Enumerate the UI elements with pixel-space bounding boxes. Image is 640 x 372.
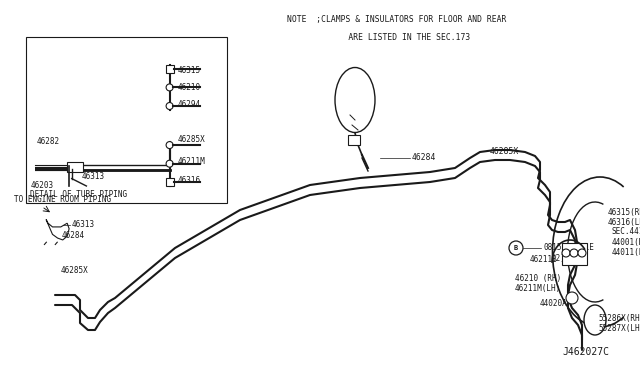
Text: 46313: 46313 [81, 172, 104, 181]
Text: TO ENGINE ROOM PIPING: TO ENGINE ROOM PIPING [14, 195, 111, 203]
Text: 46315: 46315 [178, 66, 201, 75]
Ellipse shape [335, 67, 375, 132]
Circle shape [166, 160, 173, 167]
Text: 46211B: 46211B [530, 256, 557, 264]
Text: 55286X(RH): 55286X(RH) [598, 314, 640, 323]
Bar [166, 65, 173, 73]
Text: 46315(RH): 46315(RH) [608, 208, 640, 218]
Text: SEC.441: SEC.441 [612, 228, 640, 237]
Text: 44011(LH): 44011(LH) [612, 247, 640, 257]
Text: ARE LISTED IN THE SEC.173: ARE LISTED IN THE SEC.173 [324, 33, 470, 42]
Circle shape [166, 103, 173, 109]
Text: 46211M: 46211M [178, 157, 205, 166]
Text: 46316: 46316 [178, 176, 201, 185]
Circle shape [570, 249, 578, 257]
Text: 46285X: 46285X [490, 148, 519, 157]
Text: 46294: 46294 [178, 100, 201, 109]
Text: (2): (2) [551, 253, 565, 263]
Circle shape [562, 249, 570, 257]
Bar [67, 162, 83, 172]
Text: 46316(LH): 46316(LH) [608, 218, 640, 228]
Text: B: B [514, 245, 518, 251]
Text: 46284: 46284 [62, 231, 85, 240]
Text: 46284: 46284 [412, 154, 436, 163]
Text: 46285X: 46285X [178, 135, 205, 144]
Text: 44020A: 44020A [540, 298, 568, 308]
Text: 46210: 46210 [178, 83, 201, 92]
Text: 46282: 46282 [37, 137, 60, 146]
Text: 46313: 46313 [72, 220, 95, 229]
Text: 44001(RH): 44001(RH) [612, 237, 640, 247]
Circle shape [509, 241, 523, 255]
Polygon shape [46, 219, 69, 240]
Bar [562, 243, 587, 265]
Ellipse shape [584, 305, 606, 335]
Text: DETAIL OF TUBE PIPING: DETAIL OF TUBE PIPING [29, 190, 127, 199]
Text: NOTE  ;CLAMPS & INSULATORS FOR FLOOR AND REAR: NOTE ;CLAMPS & INSULATORS FOR FLOOR AND … [287, 15, 506, 24]
Circle shape [166, 142, 173, 148]
Circle shape [566, 292, 578, 304]
Bar [348, 135, 360, 145]
Text: 08158-8301E: 08158-8301E [543, 244, 594, 253]
Circle shape [166, 84, 173, 91]
Bar [26, 37, 227, 203]
Circle shape [578, 249, 586, 257]
Text: 55287X(LH): 55287X(LH) [598, 324, 640, 333]
Text: 46203: 46203 [31, 182, 54, 190]
Bar [166, 178, 173, 186]
Text: J462027C: J462027C [562, 347, 609, 356]
Text: 46211M(LH): 46211M(LH) [515, 283, 561, 292]
Text: 46285X: 46285X [61, 266, 88, 275]
Text: 46210 (RH): 46210 (RH) [515, 273, 561, 282]
